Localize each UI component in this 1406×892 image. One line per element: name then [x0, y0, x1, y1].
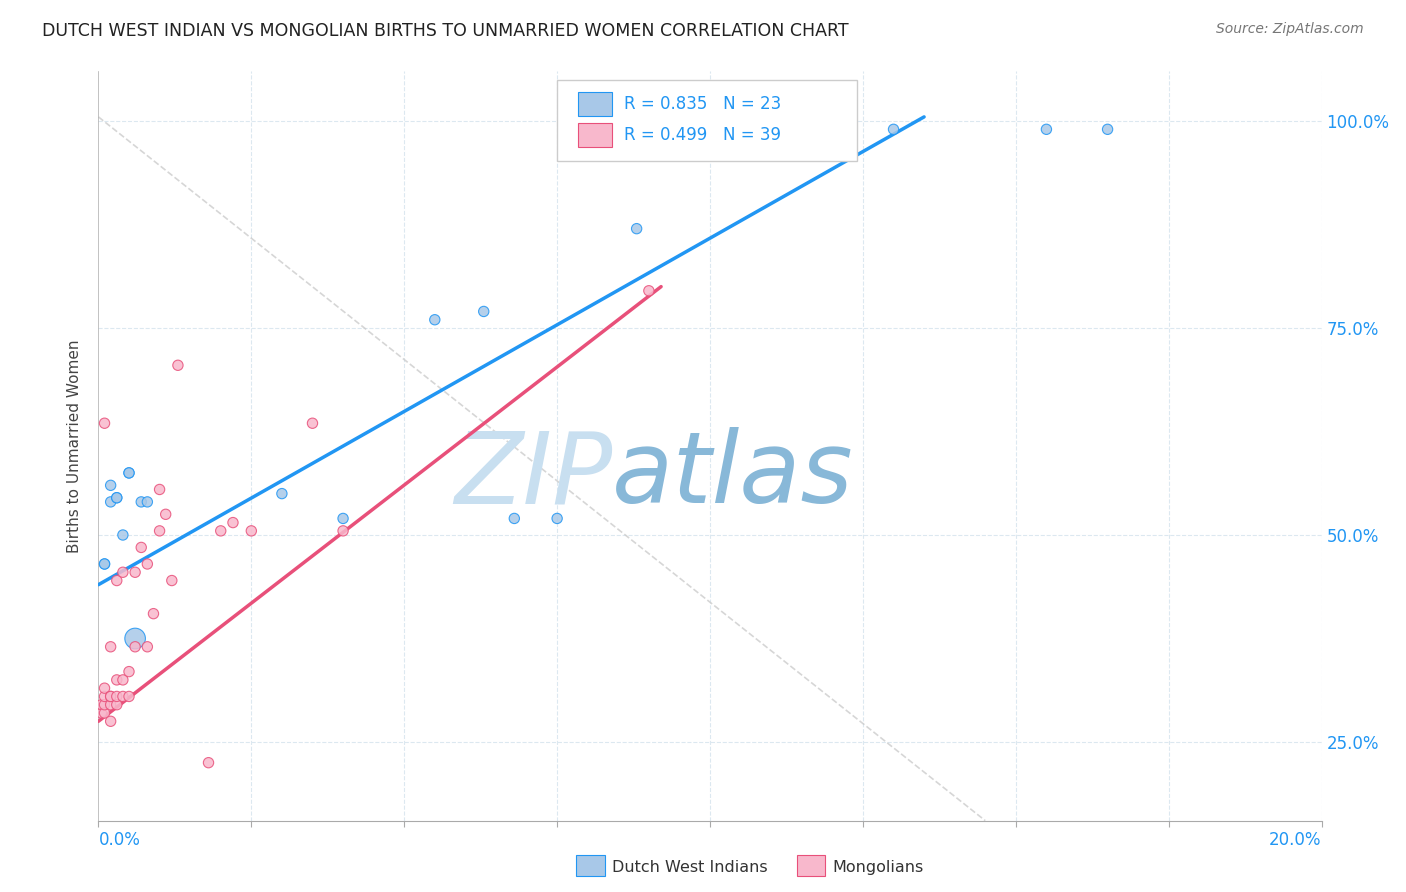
Point — [100, 640, 122, 654]
Point — [637, 284, 661, 298]
Point — [124, 566, 146, 580]
Text: 0.0%: 0.0% — [98, 830, 141, 848]
Point — [93, 416, 115, 430]
Text: DUTCH WEST INDIAN VS MONGOLIAN BIRTHS TO UNMARRIED WOMEN CORRELATION CHART: DUTCH WEST INDIAN VS MONGOLIAN BIRTHS TO… — [42, 22, 849, 40]
Point — [209, 524, 232, 538]
Text: Dutch West Indians: Dutch West Indians — [612, 860, 768, 874]
Point — [1035, 122, 1057, 136]
Point — [626, 221, 648, 235]
Point — [111, 528, 134, 542]
Point — [100, 478, 122, 492]
Point — [105, 491, 128, 505]
Point — [118, 466, 141, 480]
Point — [503, 511, 526, 525]
FancyBboxPatch shape — [557, 80, 856, 161]
Point — [93, 557, 115, 571]
Point — [136, 495, 159, 509]
Point — [759, 122, 782, 136]
Text: atlas: atlas — [612, 427, 853, 524]
Point — [93, 706, 115, 720]
Point — [93, 698, 115, 712]
Point — [93, 557, 115, 571]
Point — [124, 632, 146, 646]
Point — [136, 640, 159, 654]
Point — [142, 607, 165, 621]
Point — [240, 524, 263, 538]
Point — [136, 557, 159, 571]
Point — [129, 495, 152, 509]
Point — [160, 574, 183, 588]
Point — [332, 511, 354, 525]
FancyBboxPatch shape — [578, 123, 612, 147]
Y-axis label: Births to Unmarried Women: Births to Unmarried Women — [66, 339, 82, 553]
Point — [93, 690, 115, 704]
Point — [129, 541, 152, 555]
Text: R = 0.835   N = 23: R = 0.835 N = 23 — [624, 95, 782, 112]
Point — [118, 690, 141, 704]
Point — [90, 706, 112, 720]
Point — [111, 566, 134, 580]
Point — [222, 516, 245, 530]
FancyBboxPatch shape — [578, 92, 612, 116]
Point — [118, 665, 141, 679]
Point — [472, 304, 495, 318]
Point — [167, 359, 190, 373]
Point — [105, 698, 128, 712]
Point — [111, 690, 134, 704]
Point — [155, 508, 177, 522]
Point — [100, 690, 122, 704]
Text: ZIP: ZIP — [454, 427, 612, 524]
Text: Source: ZipAtlas.com: Source: ZipAtlas.com — [1216, 22, 1364, 37]
Point — [301, 416, 323, 430]
Text: Mongolians: Mongolians — [832, 860, 924, 874]
Point — [100, 495, 122, 509]
Point — [197, 756, 219, 770]
Point — [546, 511, 568, 525]
Point — [124, 640, 146, 654]
Text: 20.0%: 20.0% — [1270, 830, 1322, 848]
Point — [100, 698, 122, 712]
Point — [90, 698, 112, 712]
Point — [105, 690, 128, 704]
Point — [105, 491, 128, 505]
Point — [270, 486, 292, 500]
Point — [149, 524, 172, 538]
Point — [423, 312, 446, 326]
Point — [111, 673, 134, 687]
Point — [149, 483, 172, 497]
Point — [118, 466, 141, 480]
Point — [883, 122, 905, 136]
Point — [105, 574, 128, 588]
Point — [1097, 122, 1119, 136]
Text: R = 0.499   N = 39: R = 0.499 N = 39 — [624, 126, 782, 144]
Point — [332, 524, 354, 538]
Point — [93, 681, 115, 695]
Point — [100, 690, 122, 704]
Point — [100, 714, 122, 729]
Point — [105, 673, 128, 687]
